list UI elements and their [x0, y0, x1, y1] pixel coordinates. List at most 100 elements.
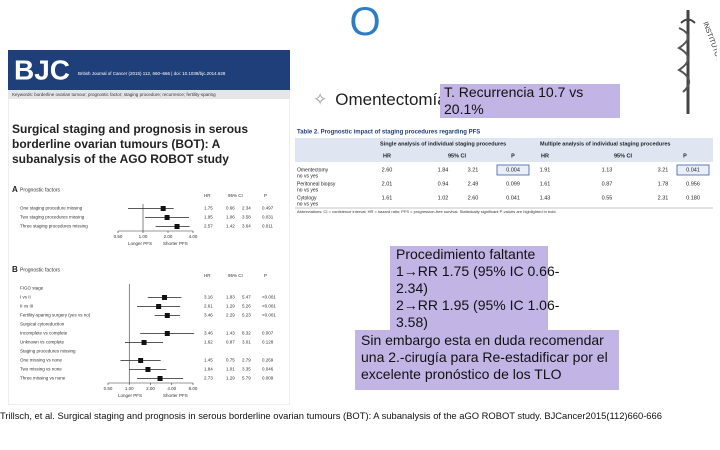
row-label: no vs yes: [297, 201, 319, 207]
hr-marker: [157, 376, 163, 381]
hr-marker: [156, 304, 162, 309]
cell: 3.21: [468, 167, 479, 173]
panel-letter: A: [12, 185, 18, 194]
paper-title: borderline ovarian tumours (BOT): A: [12, 137, 221, 151]
logo-text: INSTITUTO NACIONAL DE CANCEROLOGIA Méxic…: [701, 21, 717, 118]
axis-label: Longer PFS: [118, 393, 142, 398]
title-mark: O: [349, 0, 381, 44]
paper-citation: British Journal of Cancer (2015) 112, 66…: [78, 71, 226, 76]
cell: 1.84: [438, 167, 449, 173]
ci-value: 1.01: [226, 367, 235, 372]
cell: 0.956: [686, 181, 700, 187]
col-header: HR: [204, 193, 211, 198]
ci-value: 3.64: [242, 224, 251, 229]
hr-value: 1.84: [204, 367, 213, 372]
bullet-text: Omentectomía: [335, 90, 447, 109]
tick-label: 2.00: [164, 234, 173, 239]
tick-label: 4.00: [189, 234, 198, 239]
cell: 0.87: [602, 181, 613, 187]
ci-value: 1.29: [226, 304, 235, 309]
cell: 2.01: [382, 181, 393, 187]
row-label: Three staging procedures missing: [20, 224, 88, 229]
row-label: no vs yes: [297, 187, 319, 193]
callout-line: 3.58): [396, 314, 428, 330]
keywords: Keywords: borderline ovarian tumour; pro…: [12, 92, 216, 97]
hr-value: 1.62: [204, 340, 213, 345]
row-label: no vs yes: [297, 173, 319, 179]
cell: 0.55: [602, 195, 613, 201]
p-value: <0.001: [262, 313, 276, 318]
p-value: 0.128: [262, 340, 274, 345]
highlight: [496, 164, 530, 176]
cell: 0.180: [686, 195, 700, 201]
cell: 0.94: [438, 181, 449, 187]
callout-line: T. Recurrencia 10.7 vs: [444, 84, 584, 100]
col-header: 95% CI: [228, 193, 243, 198]
row-label: Cytology: [297, 195, 317, 201]
panel-letter: B: [12, 265, 18, 274]
tick-label: 2.00: [146, 386, 155, 391]
hr-value: 2.57: [204, 224, 213, 229]
hr-value: 2.73: [204, 376, 213, 381]
hr-value: 1.95: [204, 215, 213, 220]
bullet: ✧ Omentectomía: [313, 90, 447, 110]
column-header: 95% CI: [614, 153, 633, 159]
row-label: One staging procedure missing: [20, 206, 83, 211]
row-label: Two missing vs none: [20, 367, 62, 372]
table-title: Table 2. Prognostic impact of staging pr…: [297, 130, 480, 136]
hr-marker: [174, 224, 180, 229]
callout-line: excelente pronóstico de los TLO: [361, 366, 562, 382]
column-header: P: [683, 153, 687, 159]
ci-value: 5.26: [242, 304, 251, 309]
column-header: HR: [383, 153, 391, 159]
ci-value: 0.75: [226, 358, 235, 363]
ci-value: 5.79: [242, 376, 251, 381]
ci-value: 2.79: [242, 358, 251, 363]
citation: Trillsch, et al. Surgical staging and pr…: [0, 410, 662, 421]
p-value: 0.011: [262, 224, 273, 229]
p-value: <0.001: [262, 295, 276, 300]
row-label: Staging procedures missing: [20, 349, 76, 354]
tick-label: 8.00: [189, 386, 198, 391]
cell: 2.60: [468, 195, 479, 201]
row-label: Unknown vs complete: [20, 340, 65, 345]
p-value: <0.001: [262, 304, 276, 309]
callout-line: 2.34): [396, 280, 428, 296]
row-label: I vs II: [20, 295, 31, 300]
callout-procedure: Procedimiento faltante 1→RR 1.75 (95% IC…: [390, 246, 560, 330]
col-header: P: [264, 193, 267, 198]
cell: 2.49: [468, 181, 479, 187]
ci-value: 1.06: [226, 215, 235, 220]
paper-title: subanalysis of the AGO ROBOT study: [12, 152, 229, 166]
p-value: 0.009: [262, 376, 274, 381]
table-footnote: Abbreviations: CI = confidence interval;…: [297, 209, 557, 214]
callout-line: Procedimiento faltante: [396, 246, 536, 262]
ci-value: 1.43: [226, 331, 235, 336]
hr-value: 3.46: [204, 313, 213, 318]
panel-heading: Prognostic factors: [20, 267, 61, 273]
hr-marker: [164, 331, 170, 336]
ci-value: 1.83: [226, 295, 235, 300]
p-value: 0.269: [262, 358, 274, 363]
ci-value: 3.35: [242, 367, 251, 372]
hr-value: 3.46: [204, 331, 213, 336]
callout-line: 20.1%: [444, 101, 484, 117]
ci-value: 0.66: [226, 206, 235, 211]
row-label: Peritoneal biopsy: [297, 181, 336, 187]
hr-marker: [138, 358, 144, 363]
highlight: [676, 164, 710, 176]
tick-label: 0.50: [114, 234, 123, 239]
axis-label: Longer PFS: [128, 241, 152, 246]
journal: BJC: [14, 54, 70, 85]
logo: INSTITUTO NACIONAL DE CANCEROLOGIA Méxic…: [677, 10, 717, 118]
ci-value: 8.32: [242, 331, 251, 336]
header-band: [295, 138, 713, 162]
hr-marker: [145, 367, 151, 372]
row-label: Omentectomy: [297, 167, 329, 173]
p-value: 0.031: [262, 215, 274, 220]
cell: 1.02: [438, 195, 449, 201]
cell: 1.61: [382, 195, 393, 201]
cell: 0.004: [506, 167, 520, 173]
callout-line: 2→RR 1.95 (95% IC 1.06-: [396, 297, 560, 313]
